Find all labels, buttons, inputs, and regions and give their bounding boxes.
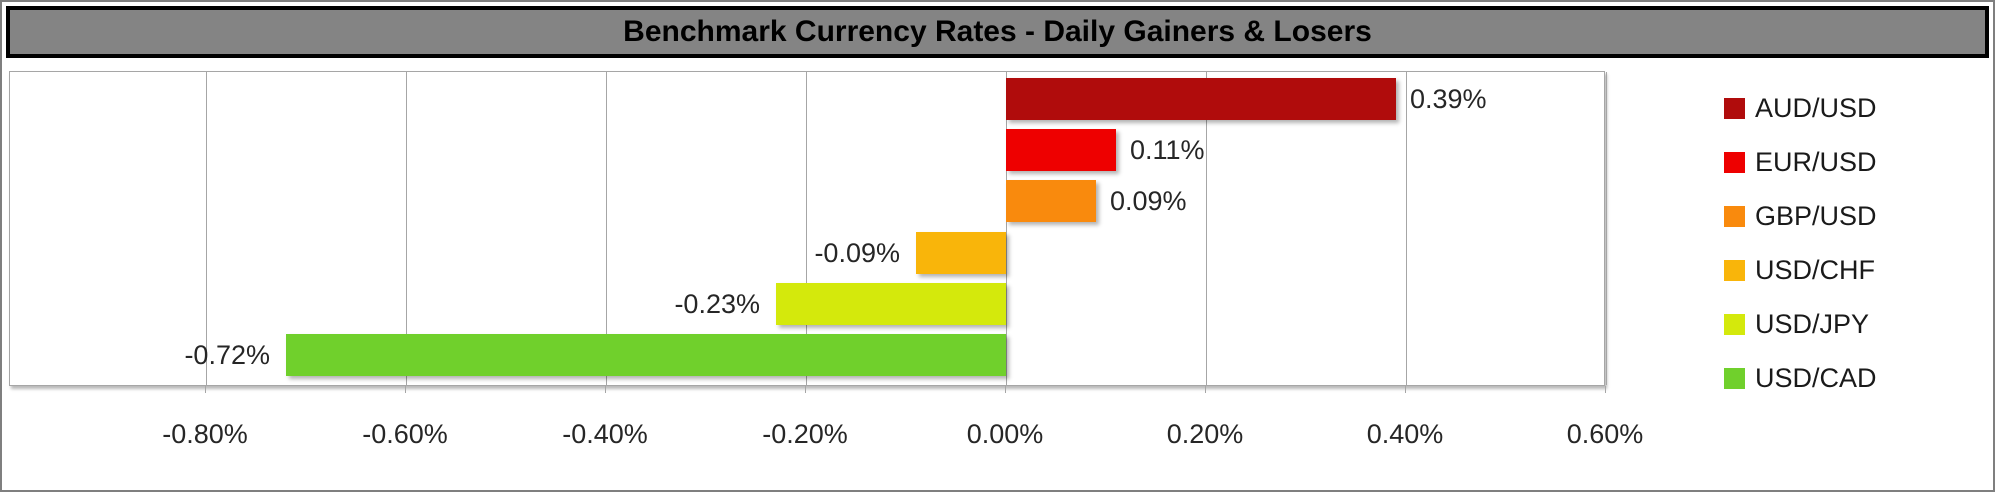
axis-tick: [1005, 386, 1006, 393]
axis-tick: [805, 386, 806, 393]
legend-label: USD/CAD: [1755, 362, 1877, 393]
legend: AUD/USD EUR/USD GBP/USD USD/CHF USD/JPY USD/C…: [1724, 81, 1877, 405]
bar-gbp-usd: [1006, 180, 1096, 223]
x-tick-label: -0.60%: [362, 419, 448, 449]
axis-tick: [1205, 386, 1206, 393]
bar-value-label-usd-jpy: -0.23%: [674, 288, 760, 319]
x-tick-label: -0.40%: [562, 419, 648, 449]
bar-value-label-usd-cad: -0.72%: [184, 340, 270, 370]
gridline: [805, 72, 807, 385]
legend-label: AUD/USD: [1755, 92, 1877, 123]
bar-value-label-gbp-usd: 0.09%: [1110, 186, 1187, 217]
x-tick-label: 0.00%: [966, 419, 1044, 449]
legend-swatch-usd-cad: [1724, 367, 1745, 389]
axis-tick: [605, 386, 606, 393]
legend-item-aud-usd: AUD/USD: [1724, 81, 1877, 135]
legend-swatch-usd-chf: [1724, 259, 1745, 281]
axis-tick: [1405, 386, 1406, 393]
legend-label: GBP/USD: [1755, 200, 1877, 231]
plot-area: 0.39% 0.11% 0.09% -0.09% -0.23% -0.72%: [9, 71, 1607, 386]
legend-item-usd-jpy: USD/JPY: [1724, 297, 1877, 351]
gridline: [605, 72, 607, 385]
legend-label: USD/CHF: [1755, 254, 1875, 285]
bar-usd-jpy: [776, 282, 1006, 325]
axis-tick: [405, 386, 406, 393]
legend-item-usd-chf: USD/CHF: [1724, 243, 1877, 297]
gridline: [1205, 72, 1207, 385]
legend-item-eur-usd: EUR/USD: [1724, 135, 1877, 189]
legend-label: EUR/USD: [1755, 146, 1877, 177]
x-tick-label: 0.40%: [1366, 419, 1444, 449]
legend-swatch-usd-jpy: [1724, 313, 1745, 335]
bar-eur-usd: [1006, 129, 1116, 172]
bar-value-label-aud-usd: 0.39%: [1410, 84, 1487, 114]
legend-item-usd-cad: USD/CAD: [1724, 351, 1877, 405]
x-tick-label: 0.60%: [1566, 419, 1644, 449]
bar-usd-cad: [286, 334, 1006, 376]
bar-value-label-eur-usd: 0.11%: [1130, 135, 1205, 166]
legend-item-gbp-usd: GBP/USD: [1724, 189, 1877, 243]
bar-usd-chf: [916, 231, 1006, 274]
bar-aud-usd: [1006, 78, 1396, 120]
gridline: [1005, 72, 1007, 385]
chart-title: Benchmark Currency Rates - Daily Gainers…: [623, 15, 1372, 48]
chart-title-bar: Benchmark Currency Rates - Daily Gainers…: [6, 6, 1989, 58]
axis-tick: [1605, 386, 1606, 393]
gridline: [1605, 72, 1607, 385]
gridline: [205, 72, 207, 385]
legend-label: USD/JPY: [1755, 308, 1870, 339]
x-tick-label: -0.20%: [762, 419, 848, 449]
legend-swatch-eur-usd: [1724, 151, 1745, 173]
legend-swatch-gbp-usd: [1724, 205, 1745, 227]
axis-tick: [205, 386, 206, 393]
x-tick-label: -0.80%: [162, 419, 248, 449]
legend-swatch-aud-usd: [1724, 97, 1745, 119]
x-tick-label: 0.20%: [1166, 419, 1244, 449]
bar-value-label-usd-chf: -0.09%: [814, 237, 900, 268]
gridline: [1405, 72, 1407, 385]
gridline: [405, 72, 407, 385]
